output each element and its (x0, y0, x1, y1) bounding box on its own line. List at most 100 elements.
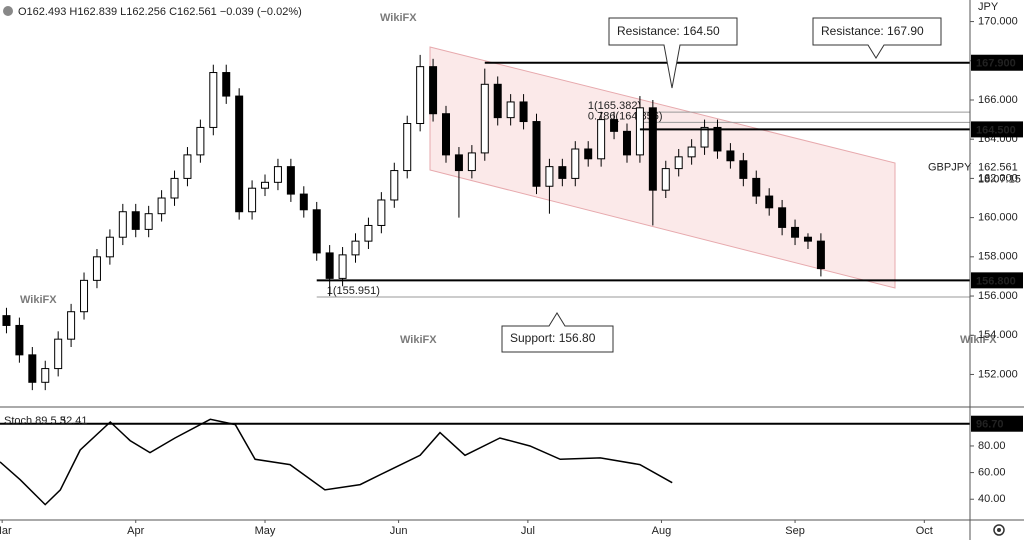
callout: Support: 156.80 (501, 312, 614, 353)
candle-body (41, 368, 50, 383)
callout-box (812, 17, 942, 59)
y-tick-label: 156.000 (978, 290, 1018, 302)
y-tick-label: 152.000 (978, 368, 1018, 380)
y-tick-label: 166.000 (978, 94, 1018, 106)
x-tick-label: Jul (521, 525, 535, 537)
candle-body (558, 166, 567, 179)
candle-body (816, 240, 825, 270)
candle-body (713, 126, 722, 152)
x-tick-label: Apr (127, 525, 144, 537)
candle-body (351, 240, 360, 256)
x-tick-label: Oct (916, 525, 933, 537)
candle-body (261, 181, 270, 189)
candle-body (584, 148, 593, 160)
candle-body (429, 66, 438, 115)
stoch-line (0, 418, 673, 506)
candle-body (196, 126, 205, 156)
plot: 152.000 154.000 156.000 158.000 160.000 162.0… (0, 15, 1023, 537)
callout: Resistance: 164.50 (608, 17, 738, 89)
price-box-label: 167.900 (976, 58, 1016, 70)
candle-body (131, 211, 140, 230)
stoch-last: 52.41 (60, 415, 88, 427)
x-tick-label: Jun (390, 525, 408, 537)
candle-body (2, 315, 11, 326)
candle-body (325, 252, 334, 279)
symbol-label: GBPJPY (928, 161, 972, 173)
candle-body (54, 338, 63, 370)
candle-body (403, 123, 412, 172)
y-tick-label: 158.000 (978, 251, 1018, 263)
price-box-label: 96.70 (976, 419, 1004, 431)
candle-body (687, 146, 696, 158)
candle-body (442, 113, 451, 156)
currency: JPY (978, 1, 999, 13)
settings-icon[interactable] (993, 524, 1005, 536)
candle-body (803, 236, 812, 242)
candle-body (80, 279, 89, 313)
fib-label: 1(165.382) (588, 100, 641, 112)
x-tick-label: Aug (652, 525, 672, 537)
candle-body (467, 152, 476, 172)
candle-body (416, 66, 425, 125)
watermark: WikiFX (400, 334, 437, 346)
candle-body (235, 95, 244, 213)
price-box-label: 164.500 (976, 124, 1016, 136)
countdown: 18:07:15 (978, 173, 1021, 185)
candle-body (170, 177, 179, 199)
candle-body (299, 193, 308, 211)
price-box (971, 272, 1023, 289)
candle-body (635, 107, 644, 156)
y-tick-label: 160.000 (978, 212, 1018, 224)
y-tick-label: 170.000 (978, 15, 1018, 27)
candle-body (286, 166, 295, 195)
candle-body (312, 209, 321, 254)
candle-body (778, 207, 787, 228)
candle-body (28, 354, 37, 383)
watermarks: WikiFX WikiFX WikiFX WikiFX (20, 12, 997, 346)
candle-body (571, 148, 580, 179)
candle-body (700, 126, 709, 148)
symbol-icon (3, 6, 13, 16)
candle-body (118, 211, 127, 238)
candle-body (390, 170, 399, 201)
candle-body (622, 130, 631, 156)
x-tick-label: Sep (785, 525, 805, 537)
watermark: WikiFX (960, 334, 997, 346)
candle-body (739, 160, 748, 179)
watermark: WikiFX (20, 294, 57, 306)
candle-body (648, 107, 657, 191)
candle-body (519, 101, 528, 123)
callout-box (501, 312, 614, 353)
candle-body (726, 150, 735, 162)
candle-body (493, 83, 502, 119)
last-price: 162.561 (978, 161, 1018, 173)
candle-body (273, 166, 282, 183)
ohlc-header: O162.493 H162.839 L162.256 C162.561 −0.0… (18, 6, 302, 18)
candle-body (454, 154, 463, 172)
candle-body (157, 197, 166, 215)
fib-label: 1(155.951) (327, 285, 380, 297)
candle-body (67, 311, 76, 340)
candle-body (248, 187, 257, 213)
price-box (971, 121, 1023, 138)
candle-body (661, 168, 670, 191)
y-tick-label: 154.000 (978, 329, 1018, 341)
candle-body (610, 119, 619, 132)
callout-text: Support: 156.80 (510, 331, 596, 345)
candle-body (532, 121, 541, 187)
candle-body (765, 195, 774, 209)
candle-body (674, 156, 683, 170)
callout-text: Resistance: 167.90 (821, 24, 924, 38)
x-tick-label: May (255, 525, 276, 537)
candle-body (222, 72, 231, 97)
price-box-label: 156.800 (976, 275, 1016, 287)
x-tick-label: Mar (0, 525, 12, 537)
price-box (971, 415, 1023, 432)
watermark: WikiFX (380, 12, 417, 24)
candle-body (506, 101, 515, 119)
callout-text: Resistance: 164.50 (617, 24, 720, 38)
candle-body (791, 226, 800, 238)
candle-body (364, 224, 373, 242)
candle-body (183, 154, 192, 179)
y-tick-label: 60.00 (978, 466, 1006, 478)
